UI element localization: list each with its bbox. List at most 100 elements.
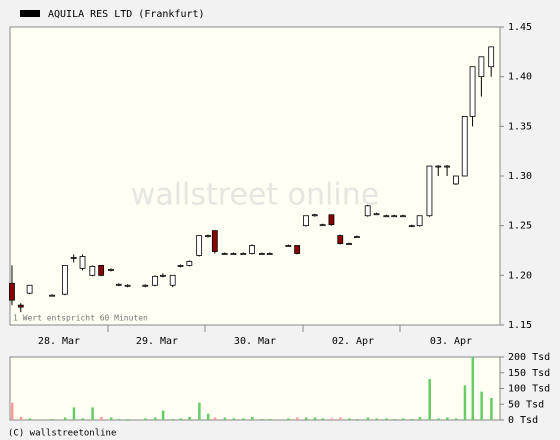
candle-body	[461, 116, 468, 177]
volume-bar	[72, 407, 76, 420]
candle-body	[124, 284, 131, 287]
candle-body	[383, 215, 390, 218]
x-tick-label: 29. Mar	[136, 336, 178, 347]
candle-body	[142, 284, 149, 287]
volume-panel	[9, 356, 501, 421]
candle-body	[70, 257, 77, 259]
candle-body	[416, 215, 423, 227]
volume-bar	[446, 417, 449, 420]
candle-body	[115, 283, 122, 286]
y-tick-label: 1.15	[508, 320, 532, 331]
candle-body	[89, 265, 96, 276]
volume-bar	[10, 402, 14, 420]
candle-body	[79, 256, 86, 269]
candle-body	[328, 214, 335, 226]
candle-body	[230, 253, 237, 255]
candle-body	[478, 56, 485, 78]
legend-swatch	[20, 10, 40, 17]
volume-bar	[437, 418, 440, 420]
candle-body	[488, 46, 495, 68]
volume-bar	[126, 419, 130, 420]
candle-body	[452, 175, 459, 185]
candle-body	[61, 264, 68, 295]
volume-bar	[287, 418, 290, 420]
candle-body	[311, 214, 318, 217]
y-tick-label: 1.35	[508, 121, 532, 132]
candle-body	[49, 294, 56, 297]
volume-bar	[348, 418, 351, 420]
volume-bar	[81, 418, 85, 420]
candle-body	[373, 213, 380, 216]
volume-bar	[321, 418, 325, 420]
candle-body	[444, 165, 450, 168]
candle-body	[354, 236, 360, 238]
candle-body	[221, 253, 228, 255]
volume-bar	[100, 416, 103, 420]
y-tick-label: 1.25	[508, 221, 532, 232]
volume-bar	[401, 418, 405, 420]
price-panel	[9, 26, 501, 326]
candle-body	[400, 215, 406, 218]
volume-bar	[268, 419, 272, 420]
volume-bar	[179, 418, 183, 420]
candle-body	[186, 261, 193, 266]
volume-bar	[213, 417, 217, 420]
y-tick-label: 200 Tsd	[508, 352, 550, 363]
volume-bar	[471, 357, 475, 420]
candle-body	[337, 235, 344, 244]
candle-body	[435, 165, 442, 168]
volume-bar	[339, 417, 342, 420]
volume-bar	[304, 417, 308, 420]
volume-bar	[385, 418, 388, 420]
volume-bar	[454, 418, 458, 420]
y-tick-label: 1.30	[508, 171, 532, 182]
candle-body	[205, 235, 211, 238]
volume-bar	[188, 416, 191, 420]
candle-body	[26, 284, 33, 294]
volume-bar	[313, 417, 317, 420]
volume-bar	[330, 418, 333, 420]
candle-body	[266, 253, 273, 255]
volume-bar	[28, 418, 32, 420]
candle-body	[364, 205, 371, 217]
candle-body	[196, 235, 203, 256]
volume-bar	[109, 417, 113, 420]
y-tick-label: 1.20	[508, 270, 532, 281]
candle-body	[98, 264, 105, 276]
y-tick-label: 50 Tsd	[508, 399, 544, 410]
note: 1 Wert entspricht 60 Minuten	[13, 314, 148, 323]
volume-bar	[410, 419, 414, 420]
watermark: wallstreet online	[131, 178, 379, 213]
volume-bar	[161, 410, 165, 420]
candle-body	[346, 243, 352, 245]
x-tick-label: 03. Apr	[430, 336, 472, 347]
volume-bar	[428, 379, 431, 420]
candle-body	[211, 230, 218, 252]
candle-body	[285, 245, 292, 247]
candle-body	[152, 275, 158, 286]
volume-bar	[144, 418, 147, 420]
volume-bar	[366, 417, 370, 420]
candle-body	[391, 215, 398, 218]
volume-bar	[91, 407, 94, 420]
candle-body	[294, 245, 301, 254]
candle-body	[469, 66, 476, 117]
candle-body	[108, 268, 114, 271]
volume-bar	[206, 413, 210, 420]
volume-bar	[251, 416, 254, 420]
volume-bar	[223, 417, 227, 420]
y-tick-label: 1.40	[508, 72, 532, 83]
volume-bar	[393, 419, 396, 420]
candle-body	[249, 245, 255, 254]
x-tick-label: 28. Mar	[38, 336, 80, 347]
candle-body	[169, 274, 176, 286]
volume-bar	[355, 419, 359, 420]
volume-bar	[171, 419, 175, 420]
volume-bar	[480, 391, 483, 420]
volume-bar	[63, 417, 67, 420]
volume-bar	[490, 397, 493, 420]
footer: (C) wallstreetonline	[8, 429, 116, 439]
candle-body	[426, 165, 433, 217]
